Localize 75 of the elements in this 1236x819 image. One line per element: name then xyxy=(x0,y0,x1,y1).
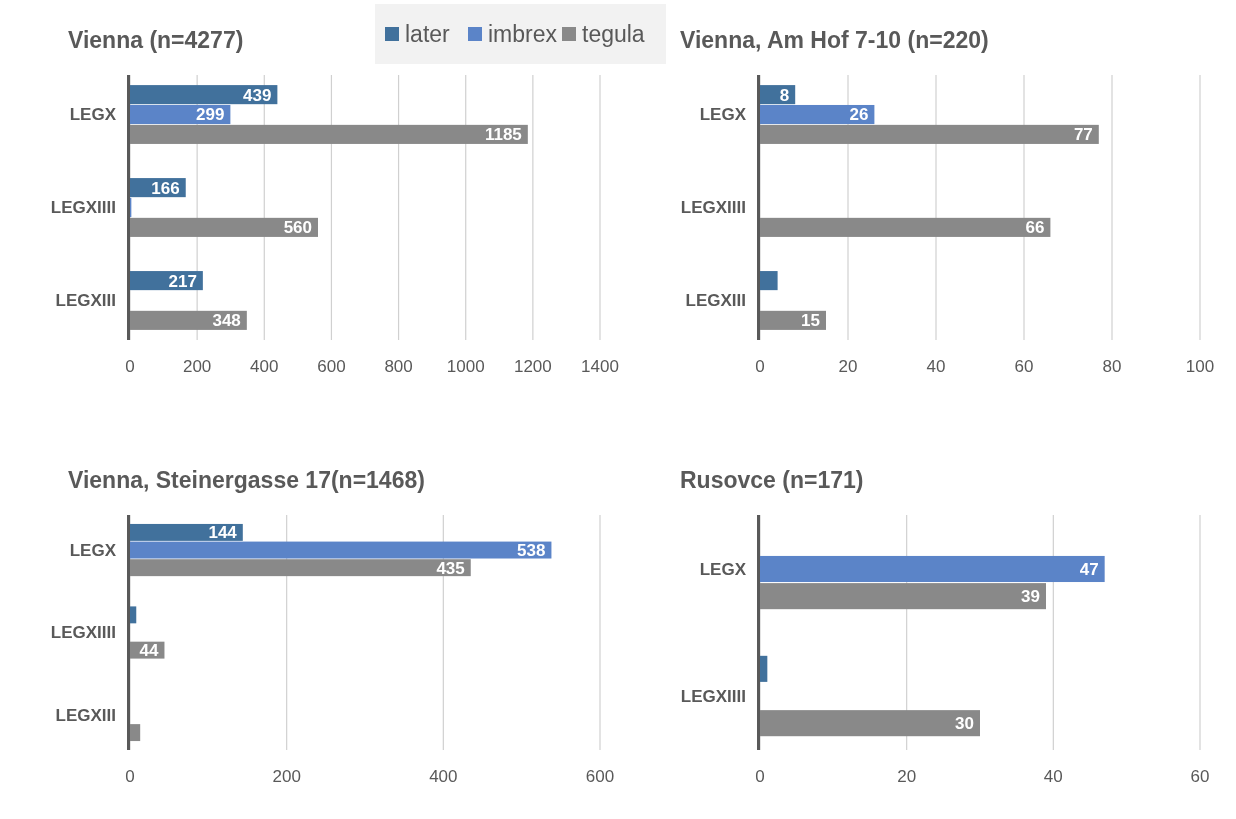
bar xyxy=(130,724,141,742)
data-label: 66 xyxy=(1025,218,1045,238)
x-tick-label: 80 xyxy=(1102,357,1122,376)
data-label: 439 xyxy=(243,85,272,105)
x-tick-label: 60 xyxy=(1014,357,1034,376)
bar xyxy=(760,710,980,737)
x-tick-label: 1200 xyxy=(513,357,552,376)
data-label: 435 xyxy=(436,558,465,578)
data-label: 15 xyxy=(801,311,820,331)
x-tick-label: 1400 xyxy=(581,357,619,376)
chart-title: Vienna, Steinergasse 17(n=1468) xyxy=(68,467,425,493)
x-tick-label: 40 xyxy=(926,357,946,376)
data-label: 217 xyxy=(168,271,197,291)
bar xyxy=(760,655,768,682)
bar xyxy=(130,523,243,541)
x-tick-label: 40 xyxy=(1043,767,1063,786)
legend-label: tegula xyxy=(582,21,645,48)
x-tick-label: 200 xyxy=(182,357,212,376)
bar xyxy=(130,559,471,577)
data-label: 538 xyxy=(517,540,546,560)
bar xyxy=(760,271,778,291)
data-label: 39 xyxy=(1021,587,1040,607)
x-tick-label: 0 xyxy=(125,767,135,786)
legend-label: imbrex xyxy=(488,21,558,48)
bar xyxy=(760,104,875,125)
y-tick-label: LEGXIIII xyxy=(680,198,746,218)
bar xyxy=(130,541,552,559)
data-label: 26 xyxy=(849,105,869,125)
y-tick-label: LEGX xyxy=(699,559,747,579)
bar xyxy=(130,606,137,624)
bar xyxy=(760,583,1046,610)
y-tick-label: LEGXIII xyxy=(55,291,116,311)
legend-label: later xyxy=(405,21,451,48)
data-label: 8 xyxy=(779,85,790,105)
chart-title: Vienna, Am Hof 7-10 (n=220) xyxy=(680,27,989,53)
bar xyxy=(130,85,278,105)
data-label: 299 xyxy=(196,105,225,125)
bar xyxy=(130,217,318,237)
data-label: 166 xyxy=(151,178,180,198)
x-tick-label: 0 xyxy=(755,357,765,376)
bar xyxy=(760,555,1105,583)
y-tick-label: LEGXIII xyxy=(685,291,746,311)
x-tick-label: 20 xyxy=(838,357,858,376)
data-label: 77 xyxy=(1073,125,1093,145)
chart-title: Vienna (n=4277) xyxy=(68,27,244,53)
y-tick-label: LEGXIIII xyxy=(680,686,746,706)
bar xyxy=(130,124,528,144)
x-tick-label: 800 xyxy=(384,357,413,376)
bar xyxy=(760,217,1051,237)
data-label: 44 xyxy=(139,641,159,661)
x-tick-label: 0 xyxy=(755,767,765,786)
x-tick-label: 200 xyxy=(272,767,301,786)
data-label: 560 xyxy=(283,218,312,238)
y-tick-label: LEGXIIII xyxy=(50,623,116,643)
x-tick-label: 600 xyxy=(585,767,615,786)
y-tick-label: LEGXIII xyxy=(55,705,116,725)
chart-title: Rusovce (n=171) xyxy=(680,467,864,493)
x-tick-label: 600 xyxy=(317,357,346,376)
y-tick-label: LEGX xyxy=(69,105,117,125)
data-label: 30 xyxy=(955,714,974,734)
y-tick-label: LEGXIIII xyxy=(50,198,116,218)
data-label: 144 xyxy=(208,523,238,543)
x-tick-label: 0 xyxy=(125,357,135,376)
data-label: 1185 xyxy=(484,125,522,145)
data-label: 348 xyxy=(212,311,241,331)
x-tick-label: 60 xyxy=(1190,767,1210,786)
y-tick-label: LEGX xyxy=(699,105,747,125)
y-tick-label: LEGX xyxy=(69,540,117,560)
x-tick-label: 1000 xyxy=(446,357,485,376)
data-label: 47 xyxy=(1079,559,1099,579)
x-tick-label: 20 xyxy=(897,767,917,786)
bar xyxy=(760,124,1099,144)
x-tick-label: 400 xyxy=(429,767,458,786)
x-tick-label: 400 xyxy=(250,357,279,376)
x-tick-label: 100 xyxy=(1185,357,1215,376)
